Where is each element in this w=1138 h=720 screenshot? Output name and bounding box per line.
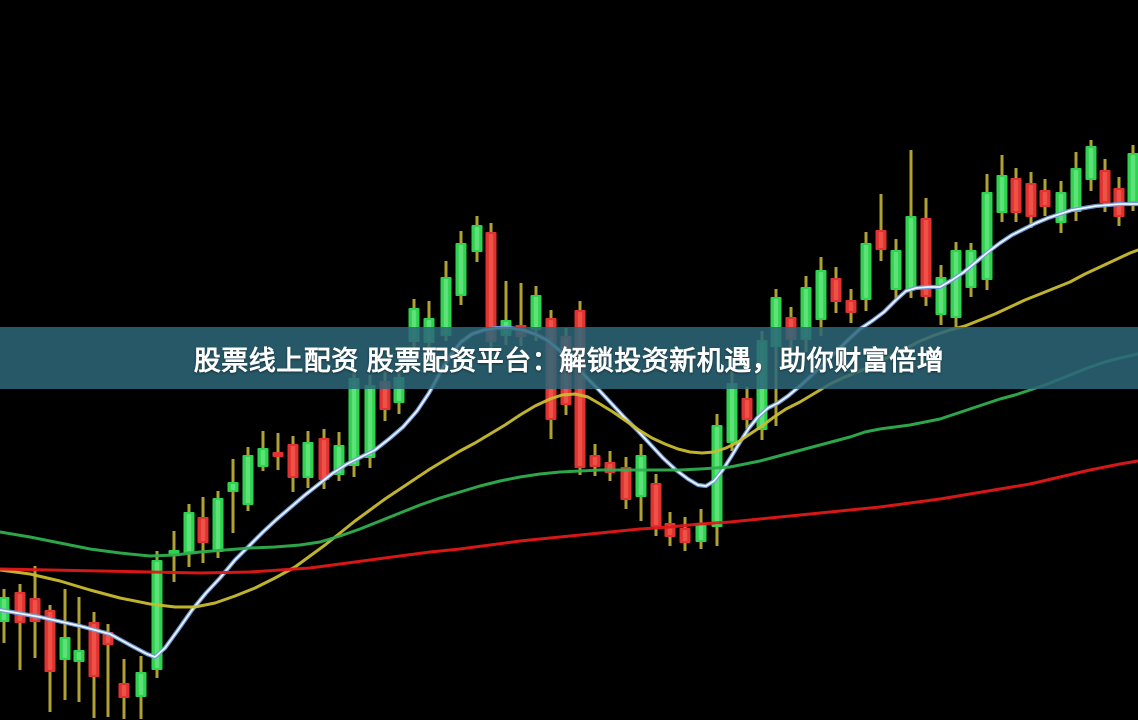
candles-layer (0, 140, 1138, 719)
title-banner: 股票线上配资 股票配资平台：解锁投资新机遇，助你财富倍增 (0, 327, 1138, 389)
banner-title: 股票线上配资 股票配资平台：解锁投资新机遇，助你财富倍增 (193, 345, 945, 376)
moving-average-lines-layer (0, 201, 1138, 660)
